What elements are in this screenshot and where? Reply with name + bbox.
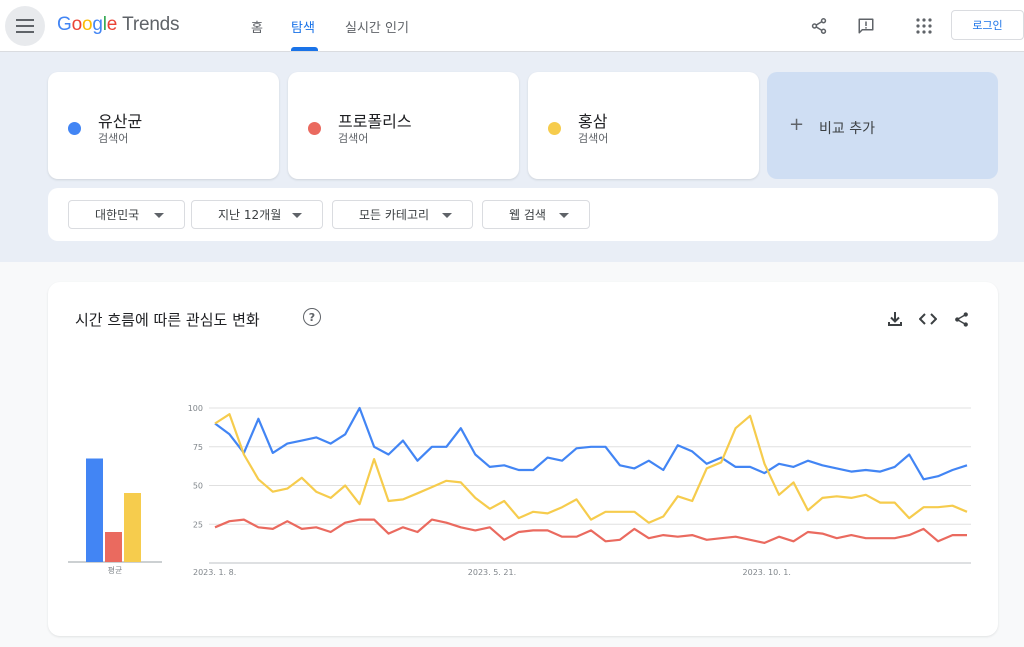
plus-icon: +: [789, 114, 805, 135]
logo-product-name: Trends: [122, 14, 180, 35]
category-filter-label: 모든 카테고리: [359, 208, 430, 222]
interest-over-time-card: 시간 흐름에 따른 관심도 변화 ? 100 75 50 25 2023. 1. 8. 2…: [48, 282, 998, 636]
x-tick-label: 2023. 10. 1.: [743, 568, 791, 577]
term-card-3[interactable]: 홍삼 검색어: [528, 72, 759, 179]
region-filter-label: 대한민국: [95, 208, 140, 222]
tab-trending-now[interactable]: 실시간 인기: [345, 21, 409, 36]
caret-down-icon: [154, 213, 164, 218]
tab-home[interactable]: 홈: [251, 21, 263, 36]
average-bar: [105, 532, 122, 562]
x-tick-label: 2023. 5. 21.: [468, 568, 516, 577]
caret-down-icon: [292, 213, 302, 218]
term-name: 홍삼: [578, 112, 608, 131]
share-icon: [811, 18, 827, 34]
active-tab-indicator: [291, 47, 318, 51]
term-color-dot: [548, 122, 561, 135]
logo-letter: l: [102, 14, 107, 35]
interest-over-time-chart[interactable]: 100 75 50 25 2023. 1. 8. 2023. 5. 21. 2023. 10…: [48, 282, 998, 636]
share-button[interactable]: [807, 14, 831, 38]
tab-explore[interactable]: 탐색: [291, 21, 315, 36]
time-range-filter[interactable]: 지난 12개월: [191, 200, 323, 229]
search-type-filter-label: 웹 검색: [509, 208, 546, 222]
logo-letter: e: [106, 14, 118, 35]
download-icon: [888, 312, 902, 326]
logo-letter: o: [71, 14, 83, 35]
apps-icon: [916, 18, 932, 34]
term-type: 검색어: [98, 132, 129, 145]
caret-down-icon: [559, 213, 569, 218]
apps-button[interactable]: [912, 14, 936, 38]
region-filter[interactable]: 대한민국: [68, 200, 185, 229]
y-tick-label: 25: [193, 520, 203, 529]
term-color-dot: [68, 122, 81, 135]
logo-letter: G: [57, 14, 72, 35]
category-filter[interactable]: 모든 카테고리: [332, 200, 473, 229]
search-type-filter[interactable]: 웹 검색: [482, 200, 590, 229]
y-tick-label: 75: [193, 443, 203, 452]
chart-card-title: 시간 흐름에 따른 관심도 변화: [75, 311, 260, 329]
login-button[interactable]: 로그인: [951, 10, 1024, 40]
y-tick-label: 100: [188, 404, 203, 413]
help-icon[interactable]: ?: [303, 308, 321, 326]
embed-button[interactable]: [918, 309, 938, 329]
time-range-filter-label: 지난 12개월: [218, 208, 282, 222]
average-bar: [86, 458, 103, 562]
series-line: [214, 518, 967, 544]
logo-letter: o: [81, 14, 93, 35]
term-color-dot: [308, 122, 321, 135]
logo-letter: g: [92, 14, 103, 35]
caret-down-icon: [442, 213, 452, 218]
share-icon: [954, 311, 968, 327]
term-type: 검색어: [578, 132, 609, 145]
term-type: 검색어: [338, 132, 369, 145]
chart-share-button[interactable]: [951, 309, 971, 329]
series-line: [214, 413, 968, 524]
term-name: 유산균: [98, 112, 143, 131]
term-card-1[interactable]: 유산균 검색어: [48, 72, 279, 179]
download-button[interactable]: [885, 309, 905, 329]
y-tick-label: 50: [193, 482, 203, 491]
series-line: [214, 406, 968, 481]
embed-icon: [919, 313, 937, 325]
term-card-2[interactable]: 프로폴리스 검색어: [288, 72, 519, 179]
term-name: 프로폴리스: [338, 112, 412, 131]
feedback-icon: [858, 18, 874, 34]
x-tick-label: 2023. 1. 8.: [193, 568, 236, 577]
menu-icon: [16, 19, 34, 33]
add-comparison-button[interactable]: + 비교 추가: [767, 72, 998, 179]
filter-bar: 대한민국 지난 12개월 모든 카테고리 웹 검색: [48, 188, 998, 241]
add-comparison-label: 비교 추가: [819, 121, 875, 137]
feedback-button[interactable]: [854, 14, 878, 38]
average-bar: [124, 493, 141, 562]
averages-label: 평균: [108, 565, 123, 575]
menu-button[interactable]: [5, 6, 45, 46]
